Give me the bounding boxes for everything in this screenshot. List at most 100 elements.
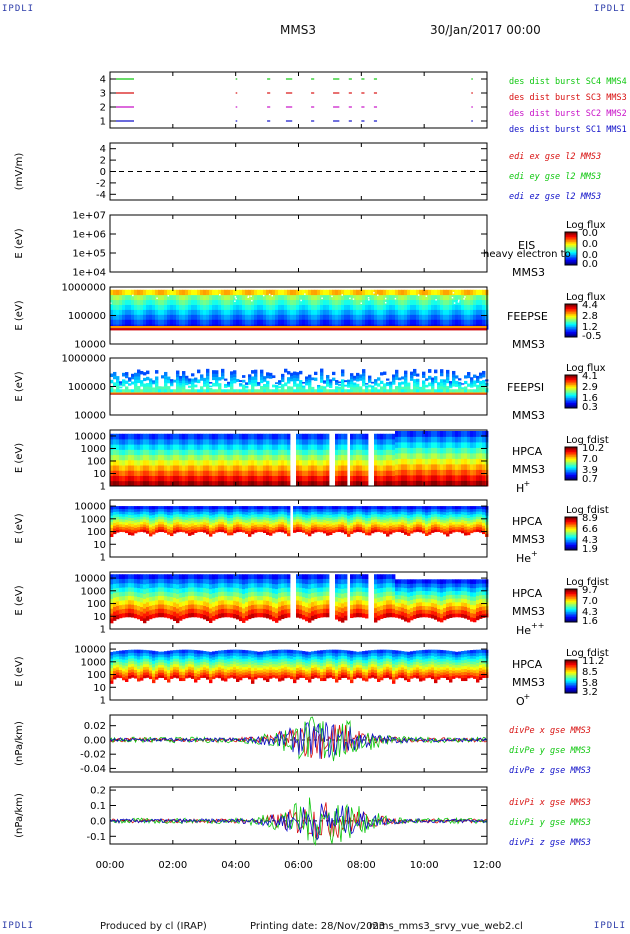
spectrogram-cell: [149, 600, 153, 606]
spectrogram-cell: [251, 379, 255, 384]
spectrogram-cell: [407, 458, 411, 465]
spectrogram-cell: [353, 378, 357, 381]
spectrogram-cell: [230, 604, 234, 610]
spectrogram-cell: [305, 506, 309, 510]
spectrogram-cell: [242, 438, 246, 445]
spectrogram-cell: [317, 387, 321, 389]
spectrogram-cell: [143, 516, 147, 520]
spectrogram-cell: [302, 388, 306, 390]
spectrogram-cell: [464, 526, 468, 530]
spectrogram-cell: [323, 289, 327, 296]
spectrogram-cell: [206, 522, 210, 526]
spectrogram-cell: [476, 436, 480, 443]
spectrogram-cell: [215, 521, 219, 525]
spacecraft-title: MMS3: [280, 23, 316, 37]
spectrogram-cell: [368, 532, 372, 536]
spectrogram-cell: [392, 389, 396, 393]
spectrogram-cell: [170, 438, 174, 445]
spectrogram-cell: [461, 383, 465, 385]
spectrogram-cell: [326, 480, 330, 487]
spectrogram-cell: [341, 529, 345, 533]
spectrogram-cell: [455, 447, 459, 454]
spectrogram-cell: [158, 454, 162, 461]
spectrogram-cell: [374, 294, 378, 301]
spectrogram-cell: [119, 518, 123, 522]
spectrogram-cell: [227, 532, 231, 536]
spectrogram-cell: [239, 389, 243, 393]
spectrogram-cell: [194, 591, 198, 596]
spectrogram-cell: [413, 513, 417, 517]
spectrogram-cell: [296, 433, 300, 440]
spectrogram-cell: [416, 458, 420, 465]
spectrogram-cell: [353, 384, 357, 388]
spectrogram-cell: [461, 387, 465, 389]
spectrogram-cell: [398, 480, 402, 487]
spectrogram-cell: [383, 389, 387, 393]
spectrogram-cell: [317, 444, 321, 450]
spectrogram-cell: [446, 480, 450, 487]
spectrogram-cell: [254, 379, 258, 384]
spectrogram-cell: [458, 381, 462, 385]
spectrogram-cell: [212, 611, 216, 617]
spectrogram-cell: [164, 578, 168, 584]
spectrogram-cell: [304, 293, 306, 295]
spectrogram-cell: [188, 582, 192, 588]
spectrogram-cell: [410, 436, 414, 443]
spectrogram-cell: [224, 449, 228, 456]
spectrogram-cell: [263, 304, 267, 310]
spectrogram-cell: [254, 608, 258, 614]
spectrogram-cell: [227, 529, 231, 533]
spectrogram-cell: [359, 294, 363, 301]
spectrogram-cell: [434, 294, 438, 301]
spectrogram-cell: [305, 525, 309, 529]
spectrogram-cell: [299, 438, 303, 445]
spectrogram-cell: [362, 369, 366, 373]
spectrogram-cell: [440, 389, 444, 393]
spectrogram-cell: [206, 574, 210, 580]
spectrogram-cell: [179, 615, 183, 621]
spectrogram-cell: [365, 294, 369, 301]
spectrogram-cell: [404, 469, 408, 476]
spectrogram-cell: [323, 299, 327, 305]
spectrogram-cell: [185, 506, 189, 510]
spectrogram-cell: [308, 517, 312, 522]
spectrogram-cell: [161, 459, 165, 466]
spectrogram-cell: [356, 389, 360, 393]
spectrogram-cell: [416, 309, 420, 315]
spectrogram-cell: [215, 373, 219, 377]
spectrogram-cell: [257, 383, 261, 385]
spectrogram-cell: [482, 314, 486, 320]
spectrogram-cell: [344, 299, 348, 305]
spectrogram-cell: [257, 513, 261, 517]
spectrogram-cell: [182, 319, 186, 325]
spectrogram-cell: [416, 389, 420, 393]
spectrogram-cell: [242, 314, 246, 320]
spectrogram-cell: [176, 508, 180, 512]
spectrogram-cell: [131, 373, 135, 377]
spectrogram-cell: [452, 452, 456, 459]
spectrogram-cell: [383, 449, 387, 456]
spectrogram-cell: [269, 299, 273, 305]
spectrogram-hpca_hepp: [110, 574, 489, 624]
spectrogram-cell: [257, 511, 261, 515]
spectrogram-cell: [392, 516, 396, 520]
spectrogram-cell: [239, 523, 243, 527]
spectrogram-cell: [305, 389, 309, 393]
spectrogram-cell: [467, 514, 471, 518]
spectrogram-cell: [335, 516, 339, 520]
spectrogram-cell: [170, 465, 174, 471]
spectrogram-cell: [176, 389, 180, 393]
spectrogram-cell: [323, 381, 327, 384]
spectrogram-cell: [362, 299, 366, 305]
spectrogram-cell: [230, 511, 234, 516]
spectrogram-cell: [362, 438, 366, 445]
spectrogram-cell: [317, 459, 321, 466]
spectrogram-cell: [398, 526, 402, 530]
spectrogram-cell: [221, 608, 225, 614]
spectrogram-cell: [401, 389, 405, 393]
spectrogram-cell: [290, 386, 294, 390]
spectrogram-cell: [350, 508, 354, 512]
spectrogram-cell: [284, 319, 288, 325]
spectrogram-cell: [128, 465, 132, 471]
spectrogram-cell: [110, 521, 114, 525]
